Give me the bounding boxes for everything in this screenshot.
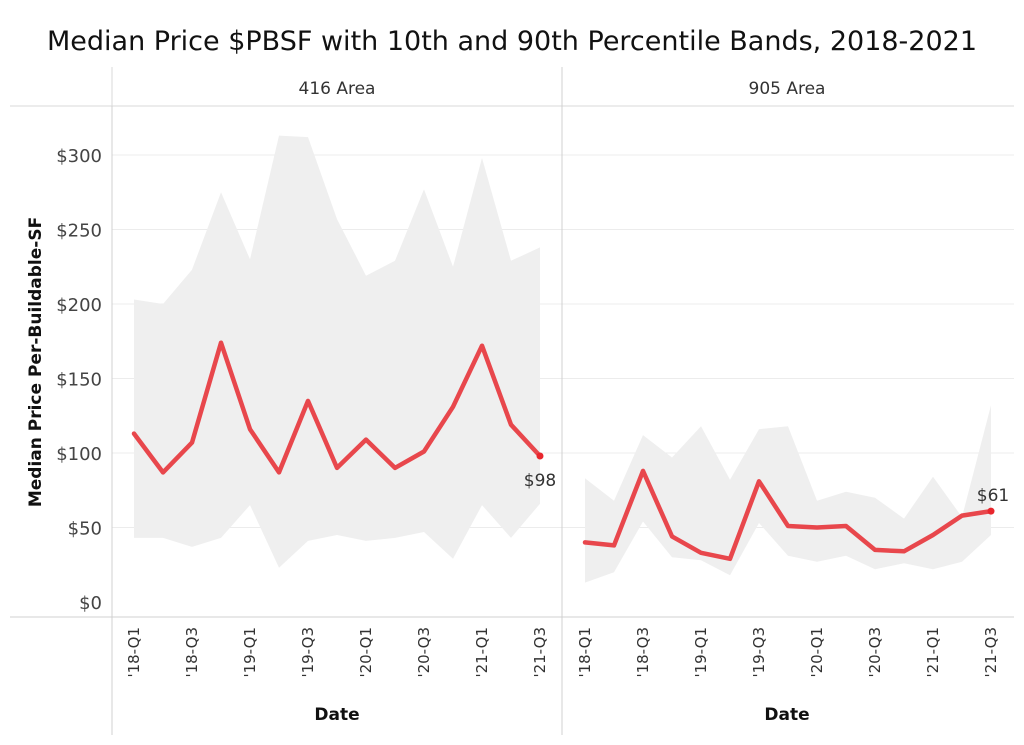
x-tick-label: '20-Q1 — [808, 627, 826, 678]
panel-header-416: 416 Area — [299, 79, 376, 99]
x-tick-label: '20-Q3 — [866, 627, 884, 678]
percentile-band-0 — [134, 135, 540, 568]
x-axis-ticks: '18-Q1 '18-Q3 '19-Q1 '19-Q3 '20-Q1 '20-Q3 '21-… — [125, 627, 1000, 678]
y-tick-label: $250 — [56, 221, 102, 242]
median-line-0 — [131, 340, 543, 475]
y-tick-label: $0 — [79, 593, 102, 614]
median-line-1 — [582, 468, 994, 562]
x-tick-label: '18-Q3 — [183, 627, 201, 678]
x-tick-label: '19-Q3 — [750, 627, 768, 678]
end-value-label: $61 — [977, 486, 1009, 506]
percentile-bands — [134, 135, 991, 583]
median-lines — [131, 340, 995, 562]
x-tick-label: '18-Q3 — [634, 627, 652, 678]
panel-header-905: 905 Area — [749, 79, 826, 99]
end-point-marker — [536, 452, 544, 460]
y-tick-label: $50 — [68, 519, 102, 540]
x-tick-label: '21-Q3 — [982, 627, 1000, 678]
x-tick-label: '21-Q1 — [924, 627, 942, 678]
x-tick-label: '18-Q1 — [125, 627, 143, 678]
y-tick-label: $200 — [56, 295, 102, 316]
x-tick-label: '21-Q1 — [473, 627, 491, 678]
x-tick-label: '20-Q1 — [357, 627, 375, 678]
x-tick-label: '18-Q1 — [576, 627, 594, 678]
panel-frame — [10, 67, 1014, 735]
y-tick-label: $100 — [56, 444, 102, 465]
y-tick-label: $300 — [56, 146, 102, 167]
x-axis-title-416: Date — [314, 705, 359, 725]
end-point-marker — [987, 507, 995, 515]
end-labels: $98 $61 — [524, 471, 1009, 506]
end-value-label: $98 — [524, 471, 556, 491]
y-tick-label: $150 — [56, 370, 102, 391]
y-axis-ticks: $0 $50 $100 $150 $200 $250 $300 — [56, 146, 102, 614]
x-tick-label: '21-Q3 — [531, 627, 549, 678]
chart-title: Median Price $PBSF with 10th and 90th Pe… — [47, 26, 977, 57]
x-tick-label: '20-Q3 — [415, 627, 433, 678]
x-tick-label: '19-Q3 — [299, 627, 317, 678]
y-axis-title: Median Price Per-Buildable-SF — [26, 217, 46, 507]
percentile-band-1 — [585, 405, 991, 583]
x-tick-label: '19-Q1 — [241, 627, 259, 678]
x-axis-title-905: Date — [764, 705, 809, 725]
x-tick-label: '19-Q1 — [692, 627, 710, 678]
